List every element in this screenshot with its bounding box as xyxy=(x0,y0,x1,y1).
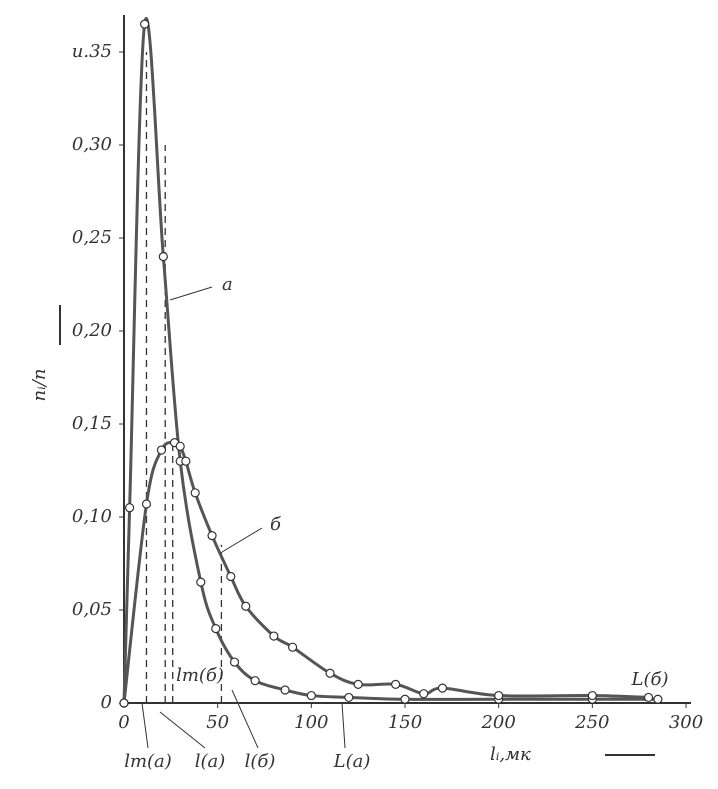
point xyxy=(175,441,185,451)
annotation: L(a) xyxy=(333,751,371,772)
x-tick-label: 0 xyxy=(118,712,129,733)
y-tick-label: 0 xyxy=(101,692,112,713)
point xyxy=(391,679,401,690)
point xyxy=(344,692,354,703)
point xyxy=(643,692,654,703)
point xyxy=(325,668,335,678)
point xyxy=(241,601,251,611)
annotation: lm(a) xyxy=(124,751,172,772)
y-tick-label: 0,30 xyxy=(72,134,112,155)
leader xyxy=(141,702,149,749)
point xyxy=(125,503,135,513)
y-tick-label: 0,05 xyxy=(72,599,112,620)
curve xyxy=(122,17,658,704)
x-tick-label: 300 xyxy=(669,712,703,733)
y-axis-label: nᵢ/n xyxy=(29,369,50,402)
leader xyxy=(231,689,259,749)
annotation: L(б) xyxy=(631,669,669,690)
leader xyxy=(169,286,213,301)
point xyxy=(229,657,240,667)
point xyxy=(156,445,167,455)
x-tick-label: 50 xyxy=(206,712,229,733)
point xyxy=(250,676,260,686)
point xyxy=(196,577,206,587)
point xyxy=(269,631,279,641)
point xyxy=(419,689,429,699)
x-tick-label: 250 xyxy=(574,712,609,733)
point xyxy=(280,685,290,695)
point xyxy=(158,252,168,262)
point xyxy=(141,499,152,509)
y-tick-label: 0,10 xyxy=(72,506,112,527)
y-tick-label: 0,20 xyxy=(72,320,112,341)
point xyxy=(400,694,410,704)
annotation: lm(б) xyxy=(176,665,224,686)
x-axis-label: lᵢ,мк xyxy=(490,744,531,765)
curve-label: б xyxy=(270,514,282,535)
leader xyxy=(341,702,346,749)
curve-label: a xyxy=(222,274,233,295)
point xyxy=(437,683,448,693)
point xyxy=(587,690,597,701)
point xyxy=(119,698,129,708)
point xyxy=(226,571,236,582)
point xyxy=(288,642,298,652)
x-tick-label: 150 xyxy=(388,712,422,733)
leader xyxy=(159,711,206,749)
y-tick-label: 0,25 xyxy=(72,227,112,248)
annotation: l(a) xyxy=(195,751,226,772)
y-tick-label: 0,15 xyxy=(72,413,112,434)
point xyxy=(181,456,191,466)
point xyxy=(494,690,504,701)
point xyxy=(653,694,663,704)
curve xyxy=(122,440,649,704)
leader xyxy=(221,527,263,553)
point xyxy=(207,530,217,541)
annotation: l(б) xyxy=(245,751,276,772)
point xyxy=(190,488,200,498)
point xyxy=(211,623,221,634)
x-tick-label: 100 xyxy=(294,712,328,733)
y-tick-label: u.35 xyxy=(72,41,112,62)
point xyxy=(306,690,316,701)
x-tick-label: 200 xyxy=(480,712,515,733)
point xyxy=(353,679,363,690)
point xyxy=(140,19,150,29)
